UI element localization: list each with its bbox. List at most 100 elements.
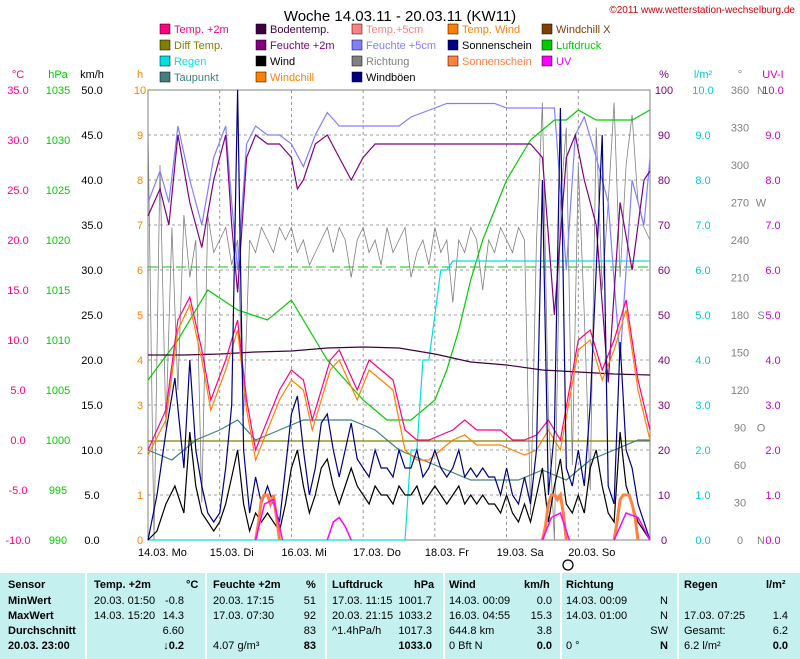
legend-swatch <box>541 23 553 35</box>
axis-tick-label: 8.0 <box>695 175 710 187</box>
axis-tick-label: 7.0 <box>765 220 780 232</box>
stats-header-row: Sensor Temp. +2m °C Feuchte +2m % Luftdr… <box>0 579 800 594</box>
legend-swatch <box>255 23 267 35</box>
axis-tick-label: 60 <box>734 460 746 472</box>
series-temp-wind <box>147 303 651 463</box>
legend-label: Temp. +2m <box>174 24 229 36</box>
axis-tick-label: 4.0 <box>695 355 710 367</box>
axis-tick-label: 2.0 <box>695 445 710 457</box>
axis-tick-label: 5.0 <box>84 490 99 502</box>
series-feuchte-2m <box>147 132 651 383</box>
series-richtung <box>147 102 651 541</box>
axis-tick-label: 1015 <box>46 285 70 297</box>
stats-cell: 0.0 <box>536 595 552 607</box>
axis-tick-label: 995 <box>49 485 67 497</box>
axis-tick-label: 50 <box>658 310 670 322</box>
x-axis-day-label: 14.03. Mo <box>138 547 187 559</box>
axis-tick-label: 4.0 <box>765 355 780 367</box>
stats-cell: N <box>660 595 668 607</box>
stats-cell: 20.03. 01:50 <box>94 595 156 607</box>
header-temp: Temp. +2m <box>94 579 151 591</box>
axis-tick-label: 70 <box>658 220 670 232</box>
axis-tick-label: 60 <box>658 265 670 277</box>
legend-swatch <box>351 39 363 51</box>
axis-tick-label: 5.0 <box>10 385 25 397</box>
header-temp-unit: °C <box>186 579 199 591</box>
axis-tick-label: 330 <box>731 123 749 135</box>
axis-tick-label: 5 <box>137 310 143 322</box>
stats-cell: 14.3 <box>162 610 184 622</box>
stats-row-label: 20.03. 23:00 <box>8 640 70 652</box>
stats-row: MinWert 20.03. 01:50 -0.8 20.03. 17:15 51 17.… <box>0 595 800 610</box>
stats-cell: 1017.3 <box>398 625 432 637</box>
stats-row: 20.03. 23:00 ↓0.2 4.07 g/m³ 83 1033.0 0 Bft N… <box>0 640 800 655</box>
axis-tick-label: 0 <box>661 535 667 547</box>
stats-cell: 4.07 g/m³ <box>213 640 260 652</box>
axis-tick-label: 30 <box>658 400 670 412</box>
legend-label: Temp. Wind <box>462 24 520 36</box>
header-pressure-unit: hPa <box>414 579 435 591</box>
axis-tick-label: 1035 <box>46 85 70 97</box>
copyright-text: ©2011 www.wetterstation-wechselburg.de <box>609 5 795 16</box>
stats-cell: ↓0.2 <box>163 640 184 652</box>
legend-swatch <box>255 71 267 83</box>
stats-cell: 92 <box>303 610 316 622</box>
stats-cell: 17.03. 11:15 <box>332 595 393 607</box>
stats-cell: 16.03. 04:55 <box>449 610 511 622</box>
axis-tick-label: 25.0 <box>7 185 28 197</box>
axis-tick-label: 100 <box>655 85 673 97</box>
compass-label: W <box>756 198 767 210</box>
stats-cell: 6.2 <box>772 625 788 637</box>
axis-tick-label: 0.0 <box>695 535 710 547</box>
axis-tick-label: 2 <box>137 445 143 457</box>
stats-cell: SW <box>650 625 668 637</box>
axis-tick-label: 1.0 <box>765 490 780 502</box>
stats-cell: 14.03. 15:20 <box>94 610 156 622</box>
axis-tick-label: 180 <box>731 310 749 322</box>
stats-cell: 6.2 l/m² <box>684 640 721 652</box>
legend-swatch <box>159 23 171 35</box>
axis-tick-label: 3 <box>137 400 143 412</box>
series-wind <box>147 431 651 541</box>
stats-cell: 3.8 <box>536 625 552 637</box>
legend-label: Luftdruck <box>556 40 602 52</box>
stats-row: MaxWert 14.03. 15:20 14.3 17.03. 07:30 92 20.… <box>0 610 800 625</box>
legend-swatch <box>351 23 363 35</box>
axis-tick-label: 4 <box>137 355 143 367</box>
stats-cell: 20.03. 17:15 <box>213 595 275 607</box>
legend-label: Temp.+5cm <box>366 24 423 36</box>
legend-label: UV <box>556 56 572 68</box>
legend-label: Richtung <box>366 56 409 68</box>
axis-tick-label: 10 <box>658 490 670 502</box>
axis-tick-label: 10 <box>134 85 146 97</box>
axis-tick-label: 1.0 <box>695 490 710 502</box>
header-sensor: Sensor <box>8 579 46 591</box>
legend-label: Windchill X <box>556 24 611 36</box>
weather-chart: Woche 14.03.11 - 20.03.11 (KW11) ©2011 w… <box>5 5 795 571</box>
axis-unit: UV-I <box>762 69 783 81</box>
axis-tick-label: 0.0 <box>10 435 25 447</box>
axis-tick-label: 7.0 <box>695 220 710 232</box>
axis-tick-label: 45.0 <box>81 130 102 142</box>
axis-tick-label: 0 <box>137 535 143 547</box>
series-regen <box>148 260 650 541</box>
series-luftdruck <box>147 109 651 421</box>
legend-label: Taupunkt <box>174 72 219 84</box>
header-wind: Wind <box>449 579 476 591</box>
axis-tick-label: 1030 <box>46 135 70 147</box>
stats-cell: 20.03. 21:15 <box>332 610 394 622</box>
divider <box>677 573 679 659</box>
axis-tick-label: 990 <box>49 535 67 547</box>
legend-swatch <box>447 39 459 51</box>
axis-tick-label: 15.0 <box>81 400 102 412</box>
x-axis-day-label: 16.03. Mi <box>281 547 326 559</box>
legend-swatch <box>541 55 553 67</box>
axis-tick-label: 1020 <box>46 235 70 247</box>
axis-tick-label: 0.0 <box>765 535 780 547</box>
axis-tick-label: 10.0 <box>7 335 28 347</box>
series-feuchte-5cm <box>147 102 651 361</box>
compass-label: N <box>757 85 765 97</box>
axis-tick-label: 6.0 <box>765 265 780 277</box>
axis-tick-label: 8.0 <box>765 175 780 187</box>
